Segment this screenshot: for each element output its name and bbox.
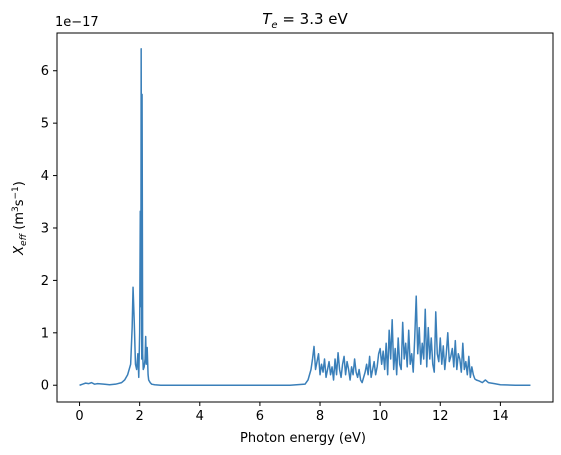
y-tick-label: 6 bbox=[41, 64, 49, 79]
x-tick-label: 10 bbox=[372, 409, 389, 424]
y-tick-label: 1 bbox=[41, 326, 49, 341]
x-tick-label: 2 bbox=[136, 409, 144, 424]
y-axis-label: Xeff (m3s−1) bbox=[11, 181, 29, 256]
y-tick-label: 0 bbox=[41, 379, 49, 394]
x-tick-label: 14 bbox=[492, 409, 509, 424]
x-tick-label: 8 bbox=[316, 409, 324, 424]
y-axis-offset-text: 1e−17 bbox=[55, 15, 99, 30]
x-tick-label: 4 bbox=[196, 409, 204, 424]
y-tick-label: 4 bbox=[41, 169, 49, 184]
y-tick-label: 5 bbox=[41, 117, 49, 132]
chart-title: Te = 3.3 eV bbox=[262, 10, 348, 31]
x-tick-label: 0 bbox=[75, 409, 83, 424]
x-tick-label: 6 bbox=[256, 409, 264, 424]
x-tick-label: 12 bbox=[432, 409, 449, 424]
series-line-0 bbox=[79, 47, 531, 386]
y-tick-label: 3 bbox=[41, 221, 49, 236]
y-tick-label: 2 bbox=[41, 274, 49, 289]
x-axis-label: Photon energy (eV) bbox=[240, 431, 366, 446]
plot-frame bbox=[56, 32, 554, 403]
